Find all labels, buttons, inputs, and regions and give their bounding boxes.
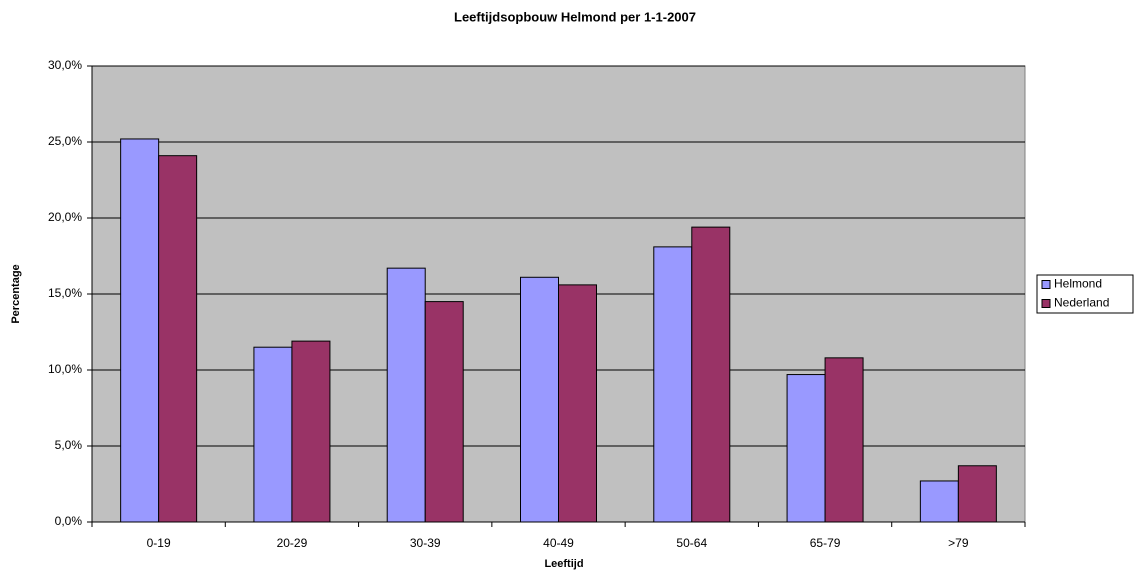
- y-tick-label: 10,0%: [48, 362, 82, 376]
- x-tick-label: 65-79: [810, 536, 841, 550]
- x-tick-label: >79: [948, 536, 969, 550]
- y-tick-label: 25,0%: [48, 134, 82, 148]
- bar: [386, 267, 426, 523]
- y-tick-label: 15,0%: [48, 286, 82, 300]
- x-axis-label: Leeftijd: [544, 558, 583, 570]
- x-tick-label: 0-19: [147, 536, 171, 550]
- x-tick-label: 20-29: [277, 536, 308, 550]
- bar: [520, 276, 559, 523]
- bar: [158, 155, 198, 523]
- x-tick-label: 50-64: [676, 536, 707, 550]
- bar: [919, 480, 959, 523]
- legend-box: [1036, 274, 1134, 314]
- bar: [424, 301, 464, 523]
- legend-label: Nederland: [1054, 296, 1109, 310]
- legend-swatch: [1041, 299, 1051, 308]
- y-tick-label: 20,0%: [48, 210, 82, 224]
- bar: [786, 374, 826, 523]
- chart-title: Leeftijdsopbouw Helmond per 1-1-2007: [454, 9, 696, 24]
- bar: [691, 226, 731, 523]
- y-tick-label: 5,0%: [55, 438, 83, 452]
- bar: [824, 357, 864, 523]
- bar: [253, 346, 293, 523]
- legend-label: Helmond: [1054, 277, 1102, 291]
- y-tick-label: 0,0%: [55, 514, 83, 528]
- bar: [120, 138, 160, 523]
- y-tick-label: 30,0%: [48, 58, 82, 72]
- x-tick-label: 40-49: [543, 536, 574, 550]
- bar: [957, 465, 997, 523]
- y-axis-label: Percentage: [10, 264, 22, 323]
- bar: [653, 246, 693, 523]
- legend-swatch: [1041, 280, 1051, 289]
- bar: [558, 284, 597, 523]
- bar: [291, 340, 331, 523]
- x-tick-label: 30-39: [410, 536, 441, 550]
